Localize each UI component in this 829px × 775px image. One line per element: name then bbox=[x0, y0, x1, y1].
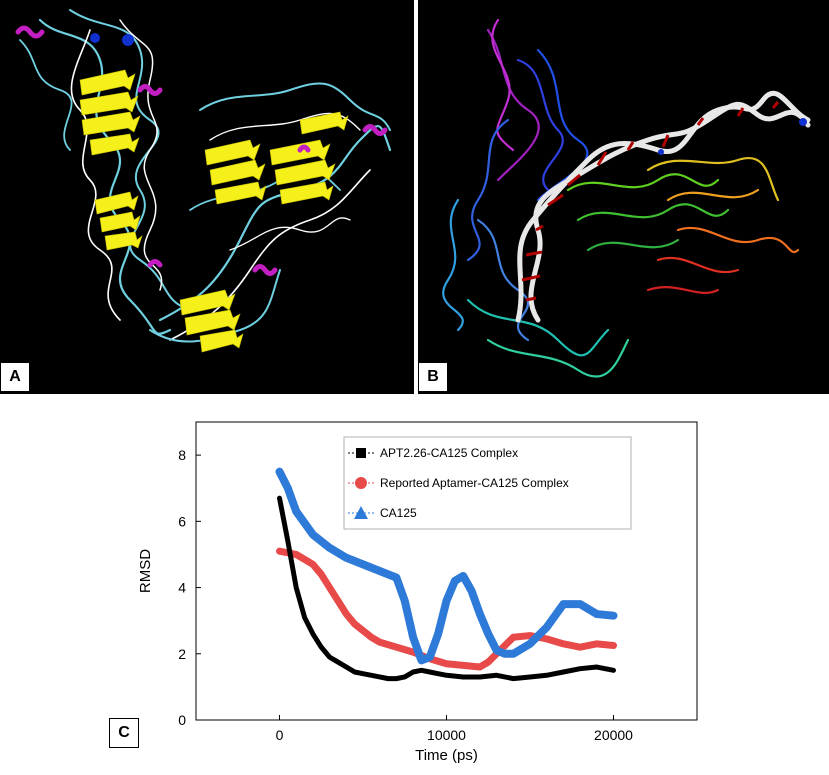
panel-b-complex-structure bbox=[418, 0, 829, 394]
legend-label: CA125 bbox=[380, 506, 417, 520]
series-layer bbox=[275, 467, 618, 682]
series-line-3 bbox=[275, 467, 618, 665]
legend-marker-triangle bbox=[354, 506, 368, 519]
panel-b-label: B bbox=[418, 362, 448, 392]
x-tick-label: 10000 bbox=[427, 727, 466, 743]
panel-c-label: C bbox=[109, 718, 139, 748]
y-axis-title: RMSD bbox=[137, 549, 154, 593]
y-tick-label: 8 bbox=[178, 447, 186, 463]
legend-label: APT2.26-CA125 Complex bbox=[380, 446, 518, 460]
panel-a-protein-structure bbox=[0, 0, 414, 394]
y-tick-label: 2 bbox=[178, 646, 186, 662]
legend-box bbox=[343, 436, 632, 530]
y-tick-label: 6 bbox=[178, 513, 186, 529]
axis-ticks: 0 10000 20000 0 2 4 6 8 bbox=[178, 447, 633, 743]
y-tick-label: 4 bbox=[178, 580, 186, 596]
series-line-1 bbox=[277, 495, 616, 682]
x-tick-label: 0 bbox=[276, 727, 284, 743]
x-tick-label: 20000 bbox=[594, 727, 633, 743]
rmsd-chart: 0 10000 20000 0 2 4 6 8 APT2.26-CA125 Complex Re… bbox=[137, 421, 698, 764]
protein-ribbon-image bbox=[15, 9, 392, 353]
legend-label: Reported Aptamer-CA125 Complex bbox=[380, 476, 569, 490]
x-axis-title: Time (ps) bbox=[415, 747, 478, 764]
chart-legend: APT2.26-CA125 Complex Reported Aptamer-CA… bbox=[343, 436, 632, 530]
legend-marker-square bbox=[356, 448, 366, 458]
legend-marker-circle bbox=[355, 477, 367, 489]
panel-a-label: A bbox=[0, 362, 30, 392]
complex-ribbon-image bbox=[442, 18, 811, 378]
y-tick-label: 0 bbox=[178, 712, 186, 728]
